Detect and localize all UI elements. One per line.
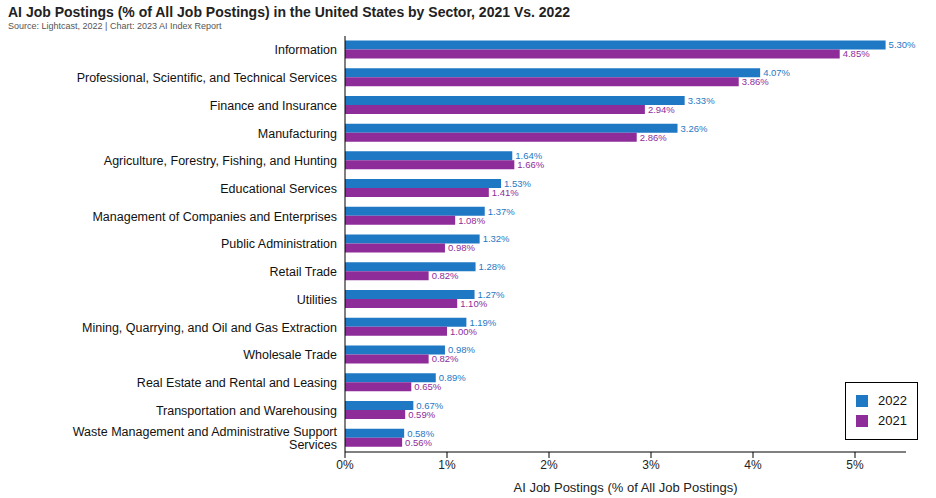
svg-text:1.64%: 1.64%	[515, 150, 543, 162]
html-text:2022: 2022	[878, 393, 907, 408]
svg-text:Finance and Insurance: Finance and Insurance	[210, 99, 337, 113]
svg-text:Management of Companies and En: Management of Companies and Enterprises	[92, 210, 337, 224]
svg-text:0.82%: 0.82%	[432, 353, 459, 364]
svg-text:Agriculture, Forestry, Fishing: Agriculture, Forestry, Fishing, and Hunt…	[104, 154, 337, 168]
svg-text:0.56%: 0.56%	[405, 437, 432, 448]
svg-text:Professional, Scientific, and: Professional, Scientific, and Technical …	[77, 71, 337, 85]
svg-text:Information: Information	[274, 43, 337, 57]
svg-text:0.59%: 0.59%	[408, 409, 435, 420]
svg-text:1.19%: 1.19%	[469, 316, 497, 328]
svg-text:Educational Services: Educational Services	[220, 182, 337, 196]
svg-text:0.58%: 0.58%	[407, 427, 435, 439]
svg-text:5.30%: 5.30%	[889, 39, 916, 50]
svg-text:Mining, Quarrying, and Oil and: Mining, Quarrying, and Oil and Gas Extra…	[82, 321, 337, 335]
svg-text:3.86%: 3.86%	[742, 76, 769, 87]
svg-text:Transportation and Warehousing: Transportation and Warehousing	[156, 404, 337, 418]
svg-text:0.98%: 0.98%	[448, 242, 475, 253]
svg-text:1.08%: 1.08%	[458, 215, 485, 226]
html-text:AI Job Postings (% of All Job: AI Job Postings (% of All Job Postings) …	[8, 4, 570, 20]
html-text:2021: 2021	[878, 413, 907, 428]
svg-text:Real Estate and Rental and Lea: Real Estate and Rental and Leasing	[137, 376, 337, 390]
svg-text:0.82%: 0.82%	[432, 270, 459, 281]
svg-text:Waste Management and Administr: Waste Management and Administrative Supp…	[73, 425, 338, 452]
svg-text:1.41%: 1.41%	[492, 187, 519, 198]
svg-text:0%: 0%	[336, 458, 354, 472]
svg-text:1.53%: 1.53%	[504, 178, 531, 189]
svg-text:Utilities: Utilities	[297, 293, 337, 307]
svg-text:Manufacturing: Manufacturing	[258, 127, 337, 141]
svg-text:1%: 1%	[438, 458, 456, 472]
svg-text:0.98%: 0.98%	[448, 344, 475, 356]
svg-text:AI Job Postings (% of All Job: AI Job Postings (% of All Job Postings)	[514, 480, 738, 495]
svg-text:1.27%: 1.27%	[477, 288, 505, 300]
svg-text:Public Administration: Public Administration	[221, 237, 337, 251]
svg-text:0.65%: 0.65%	[414, 381, 441, 392]
svg-text:1.66%: 1.66%	[517, 159, 544, 170]
svg-text:0.67%: 0.67%	[416, 399, 444, 411]
svg-text:Wholesale Trade: Wholesale Trade	[243, 348, 337, 362]
svg-text:3.33%: 3.33%	[688, 95, 715, 106]
svg-text:5%: 5%	[846, 458, 864, 472]
svg-text:1.10%: 1.10%	[460, 298, 487, 309]
svg-text:4.85%: 4.85%	[843, 48, 870, 59]
svg-text:2.94%: 2.94%	[648, 104, 675, 115]
svg-text:2.86%: 2.86%	[640, 132, 667, 143]
svg-text:4%: 4%	[744, 458, 762, 472]
svg-text:1.32%: 1.32%	[483, 233, 510, 244]
svg-text:1.37%: 1.37%	[488, 206, 515, 217]
svg-text:4.07%: 4.07%	[763, 67, 791, 78]
html-text:Source: Lightcast, 2022 | Char: Source: Lightcast, 2022 | Chart: 2023 AI…	[8, 21, 222, 31]
svg-text:0.89%: 0.89%	[439, 372, 466, 383]
svg-text:1.28%: 1.28%	[479, 261, 506, 272]
svg-text:2%: 2%	[540, 458, 558, 472]
svg-text:3%: 3%	[642, 458, 660, 472]
svg-text:1.00%: 1.00%	[450, 326, 477, 337]
svg-text:3.26%: 3.26%	[681, 123, 708, 134]
svg-text:Retail Trade: Retail Trade	[270, 265, 337, 279]
